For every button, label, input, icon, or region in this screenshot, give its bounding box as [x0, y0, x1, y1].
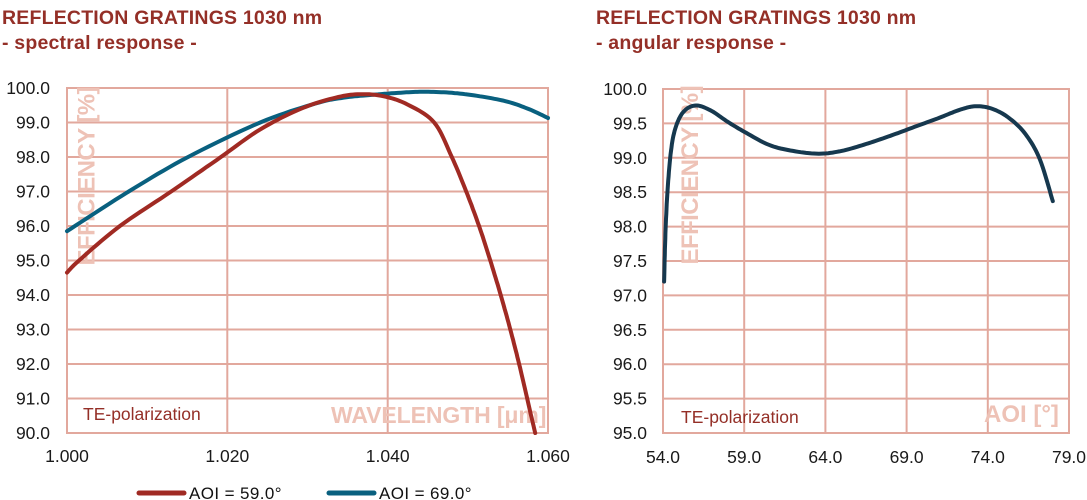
- svg-text:99.5: 99.5: [613, 113, 647, 133]
- svg-text:AOI [°]: AOI [°]: [984, 401, 1059, 428]
- svg-text:97.0: 97.0: [16, 182, 50, 202]
- svg-text:1.060: 1.060: [526, 446, 570, 466]
- svg-text:1.040: 1.040: [366, 446, 410, 466]
- svg-text:AOI = 69.0°: AOI = 69.0°: [379, 484, 472, 500]
- svg-text:59.0: 59.0: [727, 447, 761, 467]
- svg-text:64.0: 64.0: [808, 447, 842, 467]
- svg-text:99.0: 99.0: [16, 113, 50, 133]
- svg-text:99.0: 99.0: [613, 148, 647, 168]
- svg-text:54.0: 54.0: [646, 447, 680, 467]
- svg-text:95.0: 95.0: [613, 423, 647, 443]
- svg-text:94.0: 94.0: [16, 285, 50, 305]
- svg-text:95.5: 95.5: [613, 389, 647, 409]
- svg-text:100.0: 100.0: [6, 78, 50, 98]
- svg-text:TE-polarization: TE-polarization: [83, 404, 201, 424]
- svg-text:69.0: 69.0: [890, 447, 924, 467]
- svg-text:96.0: 96.0: [613, 354, 647, 374]
- svg-text:93.0: 93.0: [16, 320, 50, 340]
- svg-text:98.0: 98.0: [16, 147, 50, 167]
- svg-text:79.0: 79.0: [1052, 447, 1086, 467]
- svg-text:TE-polarization: TE-polarization: [681, 407, 799, 427]
- svg-text:96.5: 96.5: [613, 320, 647, 340]
- svg-text:92.0: 92.0: [16, 354, 50, 374]
- svg-text:EFFICIENCY [%]: EFFICIENCY [%]: [74, 87, 101, 266]
- svg-text:REFLECTION GRATINGS 1030 nm: REFLECTION GRATINGS 1030 nm: [2, 7, 322, 29]
- svg-text:1.000: 1.000: [45, 446, 89, 466]
- svg-text:95.0: 95.0: [16, 251, 50, 271]
- svg-text:1.020: 1.020: [205, 446, 249, 466]
- svg-text:- angular response -: - angular response -: [596, 32, 786, 54]
- svg-text:97.5: 97.5: [613, 251, 647, 271]
- svg-text:74.0: 74.0: [971, 447, 1005, 467]
- svg-text:91.0: 91.0: [16, 389, 50, 409]
- svg-text:- spectral response -: - spectral response -: [2, 32, 197, 54]
- svg-text:REFLECTION GRATINGS 1030 nm: REFLECTION GRATINGS 1030 nm: [596, 7, 916, 29]
- svg-text:90.0: 90.0: [16, 423, 50, 443]
- svg-text:98.0: 98.0: [613, 217, 647, 237]
- svg-text:100.0: 100.0: [603, 79, 647, 99]
- svg-text:AOI = 59.0°: AOI = 59.0°: [189, 484, 282, 500]
- svg-text:97.0: 97.0: [613, 285, 647, 305]
- svg-text:98.5: 98.5: [613, 182, 647, 202]
- svg-text:96.0: 96.0: [16, 216, 50, 236]
- svg-text:WAVELENGTH [μm]: WAVELENGTH [μm]: [331, 402, 546, 428]
